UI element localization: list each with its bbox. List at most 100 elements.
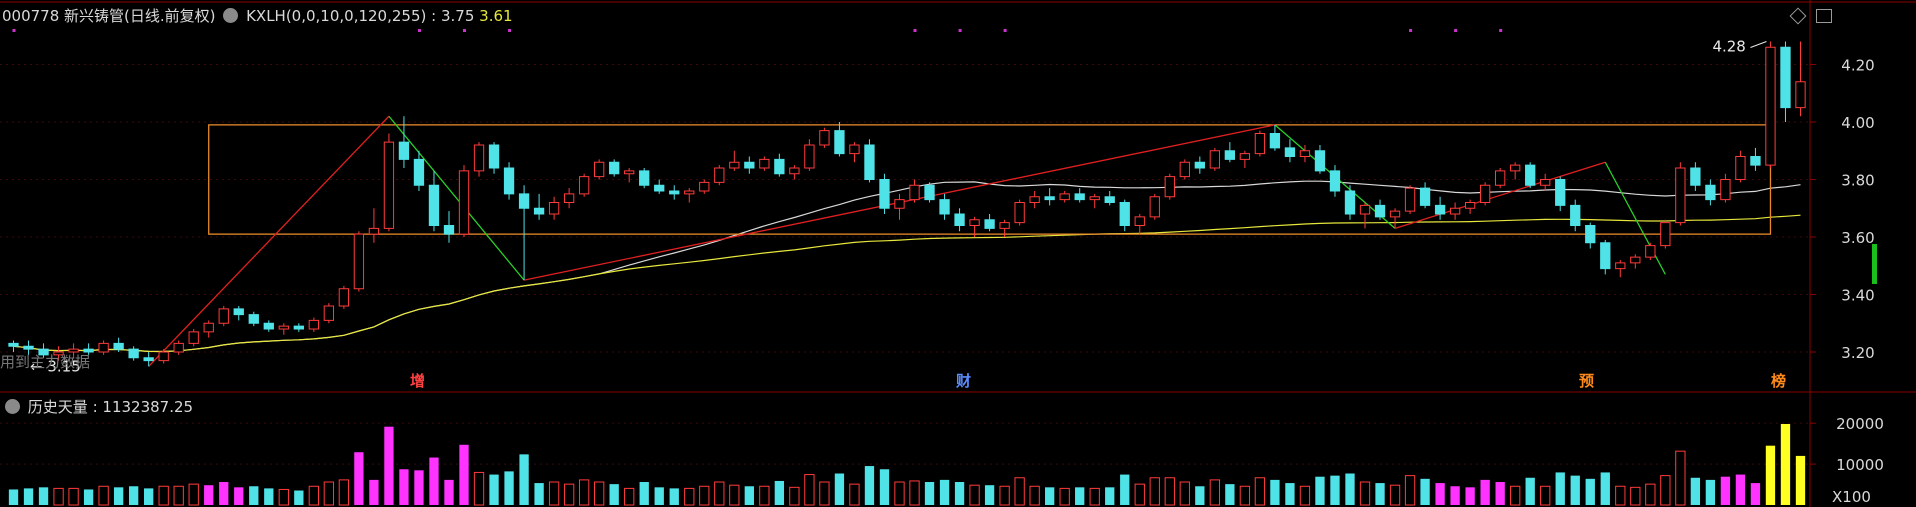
- candle-body: [1750, 156, 1761, 166]
- volume-bar: [1375, 483, 1385, 505]
- volume-bar: [429, 457, 439, 505]
- candle-body: [1479, 184, 1491, 203]
- price-tick-label: 4.20: [1841, 57, 1874, 75]
- candle-body: [984, 219, 995, 229]
- candle-body: [1585, 225, 1596, 244]
- candle-body: [684, 190, 695, 195]
- candle-body: [518, 193, 530, 209]
- volume-bar: [294, 490, 304, 505]
- volume-bar: [534, 483, 544, 505]
- candle-body: [68, 348, 79, 353]
- candle-body: [1029, 196, 1040, 203]
- volume-bar: [609, 484, 619, 505]
- volume-bar: [1465, 487, 1475, 505]
- zigzag-segment: [388, 115, 525, 281]
- volume-bar: [98, 485, 109, 506]
- price-tick-label: 4.00: [1841, 114, 1874, 132]
- signal-dot: [12, 29, 16, 32]
- window-icon[interactable]: [1816, 9, 1832, 23]
- candle-body: [1209, 150, 1220, 169]
- candle-body: [1224, 150, 1236, 160]
- candle-body: [669, 190, 680, 195]
- volume-bar: [879, 469, 890, 505]
- gear-icon[interactable]: [5, 399, 20, 414]
- volume-bar: [849, 483, 860, 506]
- volume-bar: [954, 482, 965, 505]
- candle-body: [909, 184, 920, 201]
- candle-body: [744, 161, 755, 169]
- candle-body: [458, 170, 470, 235]
- volume-bar: [1780, 424, 1791, 505]
- candle-body: [1089, 196, 1100, 201]
- ma-line-yellow: [13, 214, 1801, 353]
- volume-bar: [338, 479, 350, 506]
- candle-body: [819, 130, 830, 146]
- candle-body: [1795, 81, 1806, 109]
- candle-body: [774, 158, 785, 175]
- volume-bar: [1105, 487, 1115, 505]
- volume-bar: [759, 485, 770, 506]
- gear-icon[interactable]: [223, 8, 239, 23]
- volume-bar: [278, 488, 289, 506]
- volume-bar: [473, 471, 485, 506]
- event-marker-bang[interactable]: 榜: [1771, 372, 1787, 390]
- volume-bar: [264, 488, 274, 505]
- volume-bar: [1705, 479, 1716, 505]
- candle-body: [759, 158, 770, 169]
- candle-body: [158, 351, 169, 362]
- candle-body: [53, 351, 64, 356]
- volume-bar: [144, 488, 154, 505]
- candle-body: [1765, 46, 1776, 166]
- candle-body: [1314, 150, 1326, 172]
- volume-bar: [249, 486, 259, 505]
- volume-bar: [1270, 479, 1280, 505]
- event-marker-cai[interactable]: 财: [956, 372, 972, 390]
- volume-bar: [1720, 476, 1731, 505]
- price-tick-label: 3.20: [1841, 344, 1874, 362]
- volume-bar: [924, 482, 935, 505]
- volume-bar: [1420, 478, 1430, 505]
- candle-body: [1074, 193, 1085, 201]
- volume-bar: [1555, 472, 1565, 505]
- volume-bar: [624, 487, 635, 506]
- candle-body: [639, 170, 650, 186]
- volume-bar: [729, 484, 740, 506]
- volume-title: 历史天量: [27, 398, 88, 416]
- candle-body: [443, 225, 455, 235]
- candle-body: [578, 176, 590, 195]
- event-marker-yu[interactable]: 预: [1579, 372, 1595, 390]
- volume-value: 1132387.25: [102, 398, 194, 416]
- volume-bar: [1675, 450, 1686, 506]
- candle-body: [413, 158, 425, 186]
- candle-body: [1134, 216, 1145, 226]
- candle-body: [1239, 153, 1251, 160]
- candle-body: [864, 144, 875, 180]
- volume-tick-label: 20000: [1836, 415, 1884, 433]
- signal-dot: [958, 29, 962, 32]
- volume-bar: [1239, 485, 1251, 506]
- candle-body: [609, 161, 620, 175]
- candle-body: [1179, 161, 1190, 178]
- candle-body: [1149, 196, 1160, 218]
- candle-body: [1720, 179, 1731, 201]
- volume-tick-label: 10000: [1836, 456, 1884, 474]
- volume-bar: [834, 473, 845, 505]
- volume-bar: [1299, 485, 1311, 506]
- volume-bar: [1735, 474, 1746, 505]
- side-strength-bar: [1872, 244, 1877, 284]
- volume-bar: [38, 487, 49, 505]
- candle-body: [173, 342, 184, 353]
- event-marker-zeng[interactable]: 增: [410, 372, 426, 390]
- candle-body: [834, 130, 845, 155]
- candle-body: [969, 219, 980, 226]
- volume-bar: [1660, 475, 1671, 506]
- chart-header: 000778 新兴铸管(日线.前复权) KXLH(0,0,10,0,120,25…: [2, 5, 513, 26]
- candle-body: [879, 179, 890, 209]
- volume-bar: [8, 489, 19, 505]
- volume-bar: [1014, 477, 1025, 506]
- candle-body: [1540, 179, 1551, 186]
- volume-bar: [1045, 487, 1055, 505]
- candle-body: [1690, 167, 1701, 186]
- volume-bar: [639, 482, 649, 505]
- indicator-sep: :: [431, 7, 437, 25]
